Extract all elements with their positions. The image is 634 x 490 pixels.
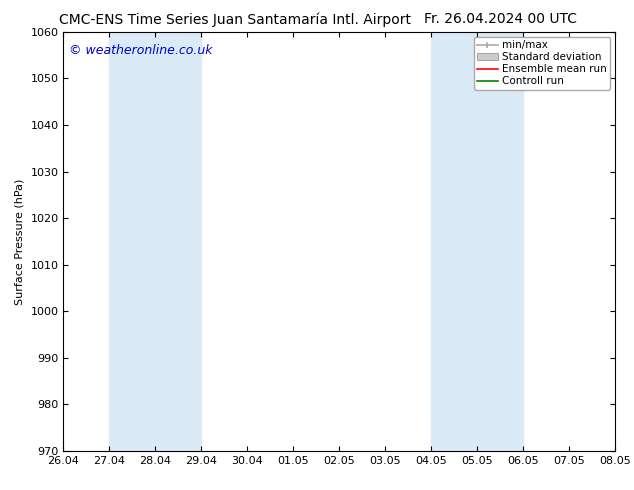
Text: © weatheronline.co.uk: © weatheronline.co.uk (69, 45, 212, 57)
Legend: min/max, Standard deviation, Ensemble mean run, Controll run: min/max, Standard deviation, Ensemble me… (474, 37, 610, 90)
Y-axis label: Surface Pressure (hPa): Surface Pressure (hPa) (15, 178, 25, 304)
Bar (431, 32, 477, 451)
Bar (477, 32, 523, 451)
Bar (110, 32, 202, 451)
Text: CMC-ENS Time Series Juan Santamaría Intl. Airport: CMC-ENS Time Series Juan Santamaría Intl… (58, 12, 411, 27)
Text: Fr. 26.04.2024 00 UTC: Fr. 26.04.2024 00 UTC (424, 12, 578, 26)
